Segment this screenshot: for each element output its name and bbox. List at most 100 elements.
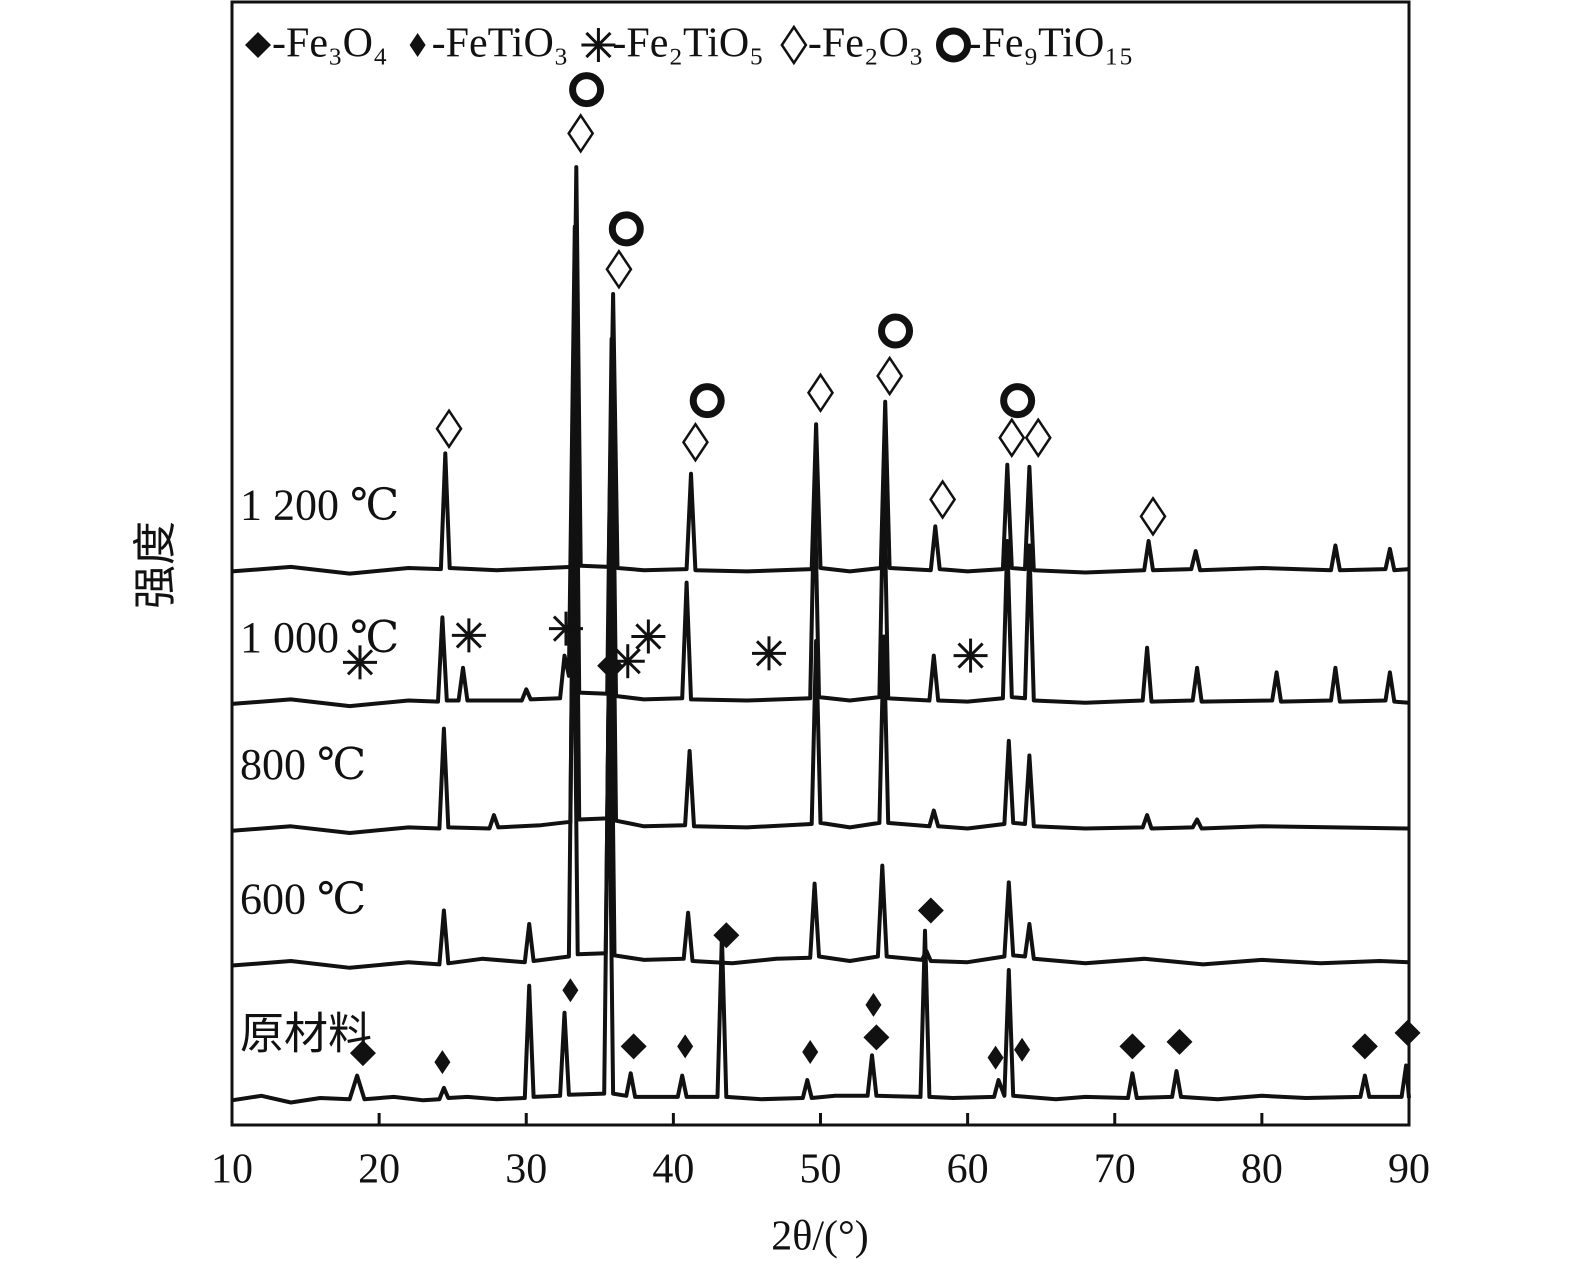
marker-shape xyxy=(349,1040,376,1067)
phase-marker xyxy=(953,638,988,673)
phase-marker xyxy=(597,652,624,679)
phase-marker xyxy=(349,1040,376,1067)
phase-marker xyxy=(409,33,426,57)
x-tick-label: 60 xyxy=(947,1147,989,1193)
pattern-line xyxy=(231,336,1410,835)
phase-marker xyxy=(1351,1033,1378,1060)
marker-shape xyxy=(802,1040,819,1065)
marker-shape xyxy=(1014,1037,1031,1062)
x-tick-label: 90 xyxy=(1388,1147,1430,1193)
marker-shape xyxy=(434,1050,451,1075)
marker-shape xyxy=(865,992,882,1017)
phase-marker xyxy=(620,1033,647,1060)
marker-shape xyxy=(755,640,783,667)
phase-marker xyxy=(998,417,1026,458)
phase-marker xyxy=(1014,1037,1031,1062)
marker-shape xyxy=(878,313,914,349)
x-tick-label: 10 xyxy=(211,1147,253,1193)
marker-shape xyxy=(552,615,580,642)
legend-label: -Fe₃O₄ xyxy=(272,21,388,67)
marker-shape xyxy=(562,978,579,1003)
phase-marker xyxy=(689,383,725,419)
series-label: 1 200 ℃ xyxy=(240,480,399,529)
series-label: 600 ℃ xyxy=(240,875,366,924)
phase-marker xyxy=(863,1024,890,1051)
phase-marker xyxy=(245,32,271,58)
marker-shape xyxy=(681,421,709,463)
marker-shape xyxy=(1024,417,1052,458)
phase-marker xyxy=(878,313,914,349)
marker-shape xyxy=(635,623,662,650)
marker-shape xyxy=(713,922,740,949)
marker-shape xyxy=(780,24,808,66)
phase-marker xyxy=(1024,417,1052,458)
marker-shape xyxy=(917,897,944,924)
marker-shape xyxy=(1139,496,1167,537)
phase-marker xyxy=(581,28,616,62)
phase-marker xyxy=(681,421,709,463)
marker-shape xyxy=(620,1033,647,1060)
marker-shape xyxy=(1394,1019,1421,1046)
series-label: 1 000 ℃ xyxy=(240,613,399,662)
x-tick-label: 80 xyxy=(1241,1147,1283,1193)
phase-marker xyxy=(935,27,971,63)
phase-marker xyxy=(562,978,579,1003)
marker-shape xyxy=(597,652,624,679)
marker-shape xyxy=(614,648,641,675)
phase-marker xyxy=(1119,1033,1146,1060)
marker-shape xyxy=(608,211,644,247)
x-tick-label: 50 xyxy=(800,1147,842,1193)
series-label: 原材料 xyxy=(240,1009,372,1058)
marker-shape xyxy=(806,372,835,414)
marker-shape xyxy=(1166,1028,1193,1055)
x-axis-label: 2θ/(°) xyxy=(771,1214,869,1260)
marker-shape xyxy=(677,1034,694,1059)
phase-marker xyxy=(865,992,882,1017)
phase-marker xyxy=(435,408,463,449)
marker-shape xyxy=(1119,1033,1146,1060)
marker-shape xyxy=(435,408,463,449)
phase-marker xyxy=(608,211,644,247)
marker-shape xyxy=(605,249,633,290)
pattern-line xyxy=(231,698,1411,1105)
marker-shape xyxy=(929,479,957,520)
phase-marker xyxy=(802,1040,819,1065)
marker-shape xyxy=(689,383,725,419)
marker-shape xyxy=(455,622,482,649)
marker-shape xyxy=(346,649,374,676)
legend-label: -FeTiO₃ xyxy=(432,21,569,67)
marker-shape xyxy=(245,32,271,58)
x-tick-label: 30 xyxy=(505,1147,547,1193)
marker-shape xyxy=(1351,1033,1378,1060)
phase-marker xyxy=(1394,1019,1421,1046)
phase-marker xyxy=(1000,383,1036,419)
x-tick-label: 40 xyxy=(652,1147,694,1193)
pattern-line xyxy=(231,165,1410,576)
phase-marker xyxy=(569,72,605,108)
legend-label: -Fe₉TiO₁₅ xyxy=(967,21,1133,67)
phase-marker xyxy=(1166,1028,1193,1055)
phase-marker xyxy=(342,645,377,680)
legend-label: -Fe₂TiO₅ xyxy=(612,21,763,67)
phase-marker xyxy=(917,897,944,924)
pattern-line xyxy=(231,539,1410,970)
marker-shape xyxy=(567,113,595,154)
legend-label: -Fe₂O₃ xyxy=(808,21,924,67)
pattern-line xyxy=(231,224,1410,709)
marker-shape xyxy=(409,33,426,57)
phase-marker xyxy=(631,619,666,654)
phase-marker xyxy=(1139,496,1167,537)
x-tick-label: 70 xyxy=(1094,1147,1136,1193)
phase-marker xyxy=(451,618,486,653)
marker-shape xyxy=(569,72,605,108)
phase-marker xyxy=(780,24,808,66)
marker-shape xyxy=(998,417,1026,458)
marker-shape xyxy=(863,1024,890,1051)
marker-shape xyxy=(935,27,971,63)
marker-shape xyxy=(1000,383,1036,419)
phase-marker xyxy=(987,1045,1004,1070)
phase-marker xyxy=(548,611,583,646)
phase-marker xyxy=(752,636,787,671)
phase-marker xyxy=(876,355,904,397)
